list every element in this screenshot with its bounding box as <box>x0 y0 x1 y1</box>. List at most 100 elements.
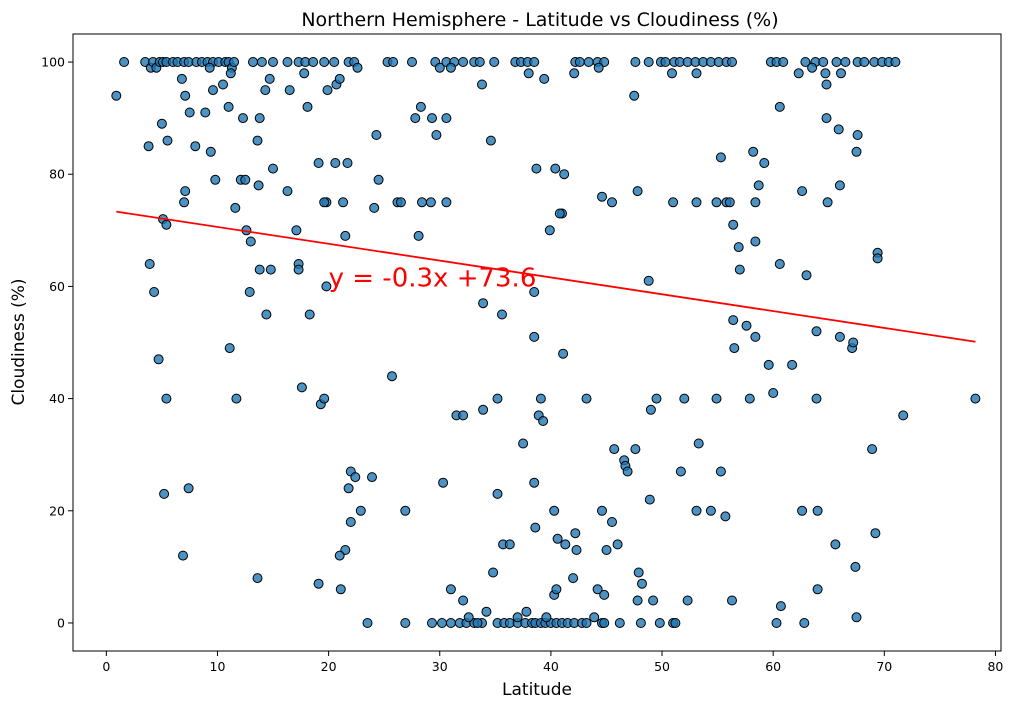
data-point <box>296 382 307 393</box>
data-point <box>834 331 845 342</box>
y-tick-label: 80 <box>49 167 65 182</box>
data-point <box>355 505 366 516</box>
data-point <box>733 242 744 253</box>
data-point <box>208 85 218 96</box>
data-point <box>822 197 833 208</box>
data-point <box>329 57 340 67</box>
data-point <box>597 505 607 516</box>
data-point <box>334 73 345 84</box>
data-point <box>569 68 580 79</box>
y-tick-label: 40 <box>49 391 65 406</box>
data-point <box>252 573 263 584</box>
regression-line <box>116 210 976 343</box>
data-point <box>554 208 565 219</box>
data-point <box>607 517 617 527</box>
y-tick-label: 60 <box>49 279 65 294</box>
data-point <box>529 57 540 67</box>
regression-equation: y = -0.3x +73.6 <box>329 263 537 293</box>
data-point <box>599 589 610 600</box>
data-point <box>774 101 785 112</box>
x-axis-label: Latitude <box>502 680 572 700</box>
data-point <box>268 57 278 67</box>
data-point <box>811 326 822 337</box>
data-point <box>529 477 540 488</box>
data-point <box>268 163 278 174</box>
data-point <box>180 186 191 197</box>
data-point <box>395 197 406 208</box>
data-point <box>282 57 293 67</box>
data-point <box>727 57 737 67</box>
data-point <box>445 618 456 628</box>
data-point <box>231 393 242 404</box>
data-point <box>970 393 981 404</box>
data-point <box>512 612 523 623</box>
y-tick-label: 20 <box>49 503 65 518</box>
data-point <box>225 68 236 79</box>
x-tick-label: 80 <box>987 659 1003 674</box>
data-point <box>691 505 702 516</box>
data-point <box>597 191 607 202</box>
data-point <box>313 578 324 589</box>
data-point <box>159 488 170 499</box>
data-point <box>458 595 469 606</box>
data-point <box>413 230 424 241</box>
data-point <box>445 584 456 595</box>
data-point <box>291 225 302 236</box>
data-point <box>256 57 267 67</box>
data-point <box>529 331 540 342</box>
data-point <box>407 57 417 67</box>
data-point <box>675 466 686 477</box>
data-point <box>651 393 662 404</box>
x-tick-label: 70 <box>876 659 892 674</box>
data-point <box>254 264 265 275</box>
data-point <box>768 388 779 398</box>
data-point <box>833 124 844 135</box>
data-point <box>549 505 560 516</box>
data-point <box>388 57 399 67</box>
data-point <box>369 202 380 213</box>
data-point <box>489 57 500 67</box>
data-point <box>787 359 798 370</box>
data-point <box>607 197 617 208</box>
data-point <box>593 62 604 73</box>
data-point <box>818 57 829 67</box>
data-point <box>679 393 690 404</box>
data-point <box>183 483 194 494</box>
data-point <box>811 393 822 404</box>
x-tick-label: 40 <box>543 659 559 674</box>
data-point <box>415 101 426 112</box>
data-point <box>711 197 722 208</box>
data-point <box>599 618 610 628</box>
data-point <box>161 393 172 404</box>
data-point <box>541 612 552 623</box>
plot-area <box>111 57 981 628</box>
data-point <box>750 236 761 247</box>
data-point <box>153 354 164 365</box>
data-point <box>753 180 764 191</box>
data-point <box>431 130 442 140</box>
data-point <box>425 197 436 208</box>
data-point <box>551 584 562 595</box>
data-point <box>729 343 740 354</box>
data-point <box>463 612 474 623</box>
data-point <box>744 393 755 404</box>
data-point <box>531 163 542 174</box>
data-point <box>260 85 271 96</box>
data-point <box>400 505 411 516</box>
data-point <box>660 57 671 67</box>
data-point <box>335 584 346 595</box>
data-point <box>715 152 726 163</box>
data-point <box>568 573 579 584</box>
data-point <box>552 533 563 544</box>
data-point <box>558 348 569 359</box>
x-tick-label: 30 <box>432 659 448 674</box>
data-point <box>799 618 810 628</box>
data-point <box>144 259 155 269</box>
data-point <box>852 130 863 140</box>
data-point <box>441 197 452 208</box>
data-point <box>859 57 870 67</box>
data-point <box>750 197 761 208</box>
data-point <box>867 444 878 455</box>
data-point <box>836 68 846 79</box>
